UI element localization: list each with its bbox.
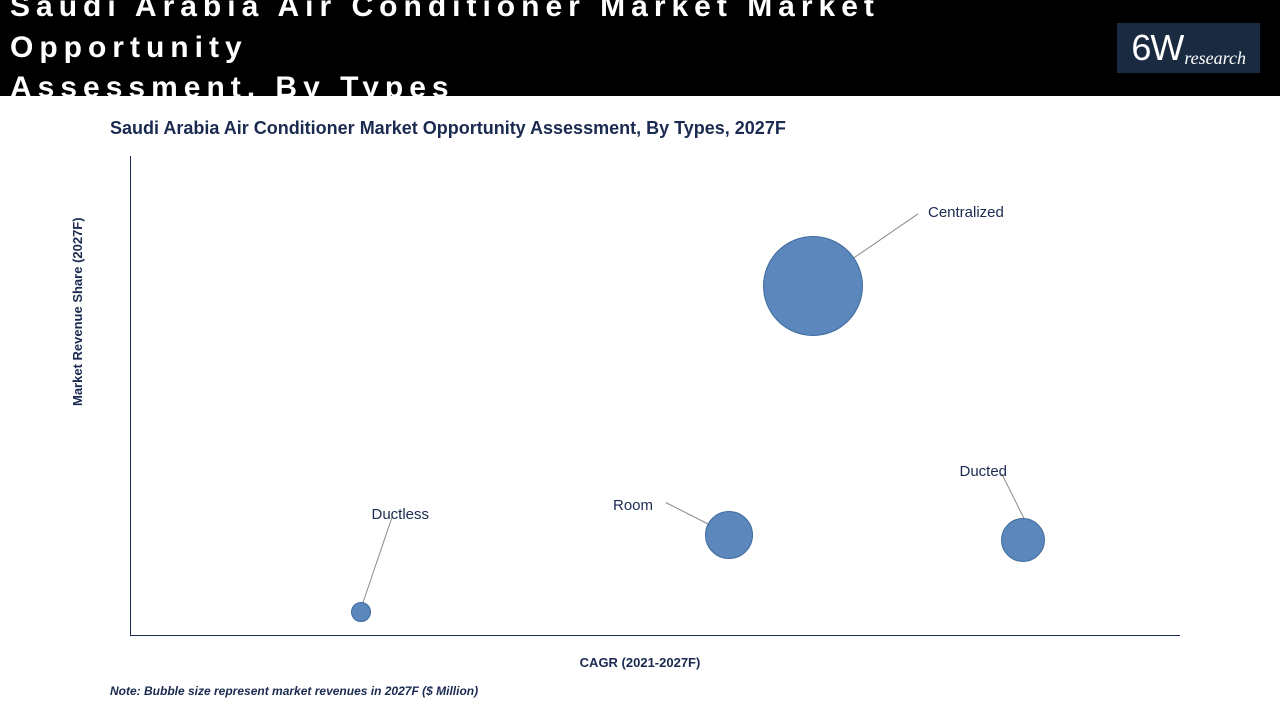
leader-line [363,516,393,603]
bubble-centralized [763,236,863,336]
bubble-ducted [1001,518,1045,562]
y-axis-label: Market Revenue Share (2027F) [70,217,85,406]
bubble-room [705,511,753,559]
x-axis-line [130,635,1180,636]
page-title: Saudi Arabia Air Conditioner Market Mark… [10,0,1117,109]
bubble-label-room: Room [613,497,653,514]
bubble-label-ductless: Ductless [372,506,430,523]
leader-line [665,502,713,527]
chart-title: Saudi Arabia Air Conditioner Market Oppo… [110,118,786,139]
bubble-plot: Centralized Ducted Room Ductless [130,156,1180,636]
title-line-1: Saudi Arabia Air Conditioner Market Mark… [10,0,880,64]
brand-logo: 6Wresearch [1117,23,1260,73]
bubble-ductless [351,602,371,622]
chart-area: Saudi Arabia Air Conditioner Market Oppo… [0,96,1280,720]
logo-main: 6W [1131,27,1183,69]
y-axis-line [130,156,131,636]
chart-footnote: Note: Bubble size represent market reven… [110,684,478,698]
x-axis-label: CAGR (2021-2027F) [0,655,1280,670]
bubble-label-centralized: Centralized [928,204,1004,221]
header-bar: Saudi Arabia Air Conditioner Market Mark… [0,0,1280,96]
bubble-label-ducted: Ducted [960,463,1008,480]
logo-sub: research [1184,48,1246,69]
